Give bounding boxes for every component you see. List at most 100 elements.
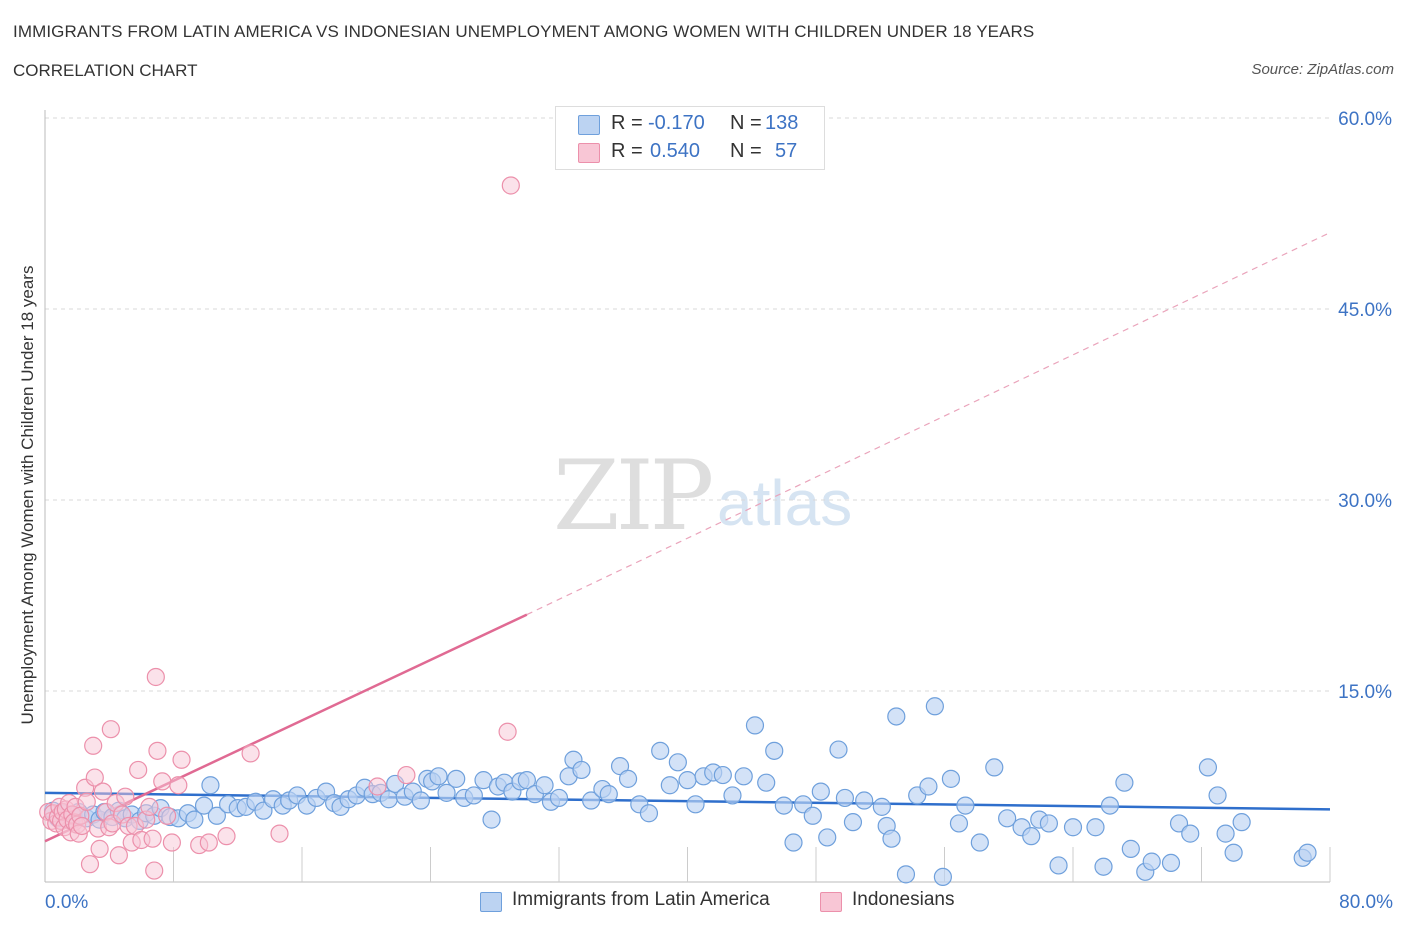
point-immigrants [998, 809, 1017, 828]
point-immigrants [447, 769, 466, 788]
point-immigrants [985, 758, 1004, 777]
point-immigrants [887, 707, 906, 726]
point-indonesians [77, 792, 96, 811]
point-immigrants [941, 769, 961, 788]
point-immigrants [411, 791, 430, 810]
point-immigrants [970, 833, 989, 852]
point-immigrants [896, 865, 916, 884]
point-indonesians [241, 744, 260, 763]
point-immigrants [1022, 827, 1041, 846]
y-tick-label: 30.0% [1338, 491, 1392, 512]
point-immigrants [1216, 824, 1235, 843]
point-immigrants [668, 753, 687, 772]
point-immigrants [1224, 843, 1243, 862]
trendline-indonesians-extrapolated [526, 232, 1331, 616]
point-immigrants [925, 697, 944, 716]
point-immigrants [1100, 796, 1120, 815]
point-immigrants [1121, 839, 1140, 858]
legend-r-value: -0.170 [648, 112, 705, 134]
watermark-zip: ZIP [553, 440, 714, 552]
point-immigrants [956, 796, 975, 815]
point-immigrants [949, 814, 969, 833]
point-indonesians [217, 827, 236, 846]
point-indonesians [498, 722, 517, 741]
legend-swatch-pink [820, 892, 842, 912]
point-immigrants [723, 786, 742, 805]
point-indonesians [93, 782, 112, 801]
tick-labels: 15.0% 30.0% 45.0% 60.0% 0.0% 80.0% [45, 109, 1393, 913]
point-indonesians [129, 760, 148, 780]
point-immigrants [618, 769, 638, 788]
point-immigrants [572, 760, 591, 780]
point-indonesians [169, 776, 188, 795]
point-indonesians [80, 855, 100, 874]
point-immigrants [437, 783, 456, 802]
point-immigrants [1208, 786, 1227, 805]
point-immigrants [207, 806, 226, 825]
legend-n-label: N = [730, 140, 762, 162]
point-immigrants [517, 771, 536, 790]
point-immigrants [1063, 818, 1083, 837]
point-immigrants [829, 740, 848, 759]
point-immigrants [803, 806, 822, 825]
legend-r-value: 0.540 [650, 140, 701, 162]
point-immigrants [919, 777, 938, 796]
point-immigrants [745, 716, 765, 735]
point-indonesians [148, 741, 167, 760]
chart-title: IMMIGRANTS FROM LATIN AMERICA VS INDONES… [13, 22, 1035, 41]
source-credit: Source: ZipAtlas.com [1251, 61, 1394, 78]
point-immigrants [757, 773, 776, 792]
point-immigrants [835, 788, 855, 808]
point-immigrants [765, 741, 784, 760]
series-indonesians-points [39, 176, 520, 880]
gridlines [45, 117, 1330, 692]
point-immigrants [639, 804, 659, 823]
point-immigrants [784, 833, 803, 852]
point-indonesians [162, 833, 181, 852]
point-immigrants [464, 786, 483, 805]
point-immigrants [599, 785, 618, 804]
point-indonesians [90, 839, 109, 858]
point-immigrants [535, 776, 554, 795]
chart-subtitle: CORRELATION CHART [13, 61, 198, 80]
x-tick-label: 80.0% [1339, 892, 1393, 913]
point-immigrants [882, 829, 901, 848]
point-immigrants [482, 810, 501, 829]
point-immigrants [686, 795, 705, 814]
y-tick-label: 60.0% [1338, 109, 1392, 130]
legend-label: Indonesians [852, 889, 955, 910]
point-indonesians [368, 777, 387, 796]
legend-n-value: 57 [775, 140, 798, 162]
point-indonesians [397, 765, 416, 785]
point-immigrants [429, 767, 448, 786]
point-indonesians [143, 829, 162, 848]
point-indonesians [84, 736, 103, 755]
point-immigrants [818, 828, 837, 847]
point-immigrants [855, 791, 874, 810]
point-immigrants [678, 771, 697, 790]
point-immigrants [1039, 814, 1059, 833]
point-immigrants [1181, 824, 1200, 843]
legend-n-value: 138 [765, 112, 799, 134]
point-indonesians [172, 750, 191, 769]
point-indonesians [101, 720, 120, 739]
point-immigrants [872, 797, 891, 816]
watermark-atlas: atlas [717, 467, 853, 539]
point-immigrants [1161, 853, 1181, 873]
axes [44, 110, 1331, 883]
point-immigrants [811, 782, 830, 801]
legend-swatch-blue [578, 115, 600, 135]
legend-swatch-blue [480, 892, 502, 912]
point-immigrants [582, 791, 601, 810]
series-immigrants-points [43, 697, 1317, 887]
y-axis-label: Unemployment Among Women with Children U… [18, 265, 37, 725]
point-immigrants [1049, 856, 1068, 875]
legend-r-label: R = [611, 112, 643, 134]
correlation-legend: R = -0.170 N = 138 R = 0.540 N = 57 [555, 106, 825, 170]
point-immigrants [1115, 773, 1134, 792]
point-immigrants [1086, 818, 1105, 837]
point-immigrants [660, 776, 679, 795]
point-immigrants [713, 765, 732, 785]
legend-label: Immigrants from Latin America [512, 889, 770, 910]
